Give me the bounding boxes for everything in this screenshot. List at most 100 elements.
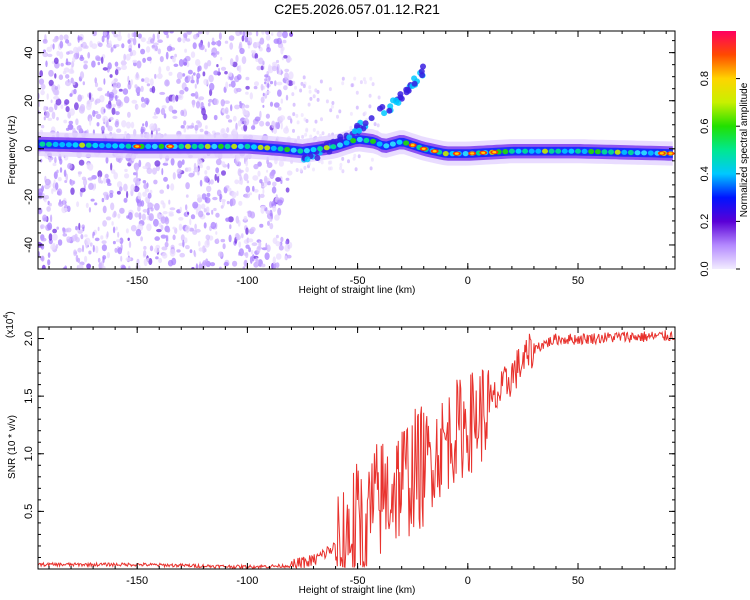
spectrum-speckle <box>163 31 169 36</box>
branch-mark <box>379 104 386 110</box>
spectrum-speckle <box>41 264 46 269</box>
spectrum-speckle <box>203 78 209 86</box>
ridge-mark <box>370 138 376 144</box>
spectrum-speckle <box>182 58 188 66</box>
spectrum-speckle <box>268 75 271 82</box>
spectrum-speckle <box>197 158 202 165</box>
spectrum-speckle <box>190 214 196 220</box>
ridge-mark <box>39 141 46 147</box>
spectrum-speckle <box>155 107 161 115</box>
spectrum-speckle <box>177 37 182 43</box>
spectrum-speckle <box>176 71 183 80</box>
spectrum-speckle <box>377 95 381 100</box>
spectrum-speckle <box>261 31 265 35</box>
spectrum-speckle <box>238 179 243 185</box>
spectrum-speckle <box>288 71 294 80</box>
spectrum-speckle <box>67 42 72 47</box>
spectrum-speckle <box>179 89 185 95</box>
ridge-mark <box>211 143 218 149</box>
spectrum-speckle <box>82 81 86 86</box>
spectrum-speckle <box>87 177 94 181</box>
spectrum-speckle <box>162 211 168 215</box>
spectrum-speckle <box>206 192 211 197</box>
spectrum-speckle <box>142 191 148 197</box>
spectrum-speckle <box>265 113 270 119</box>
spectrum-speckle <box>160 216 166 224</box>
ridge-mark <box>303 148 310 154</box>
spectrum-speckle <box>53 171 58 180</box>
spectrum-speckle <box>88 92 92 101</box>
spectrum-speckle <box>269 171 275 179</box>
top-y-ticks: -40 -20 0 20 40 <box>23 47 675 253</box>
top-y-tick-label: -40 <box>23 237 35 253</box>
spectrum-speckle <box>320 160 324 165</box>
spectrum-speckle <box>180 109 185 116</box>
spectrum-speckle <box>232 61 238 68</box>
spectrum-speckle <box>116 99 122 107</box>
spectrum-speckle <box>275 59 280 64</box>
ridge-mark <box>231 143 238 149</box>
bottom-x-tick-label: -150 <box>126 575 148 587</box>
spectrum-speckle <box>220 99 225 107</box>
spectrum-speckle <box>275 234 279 239</box>
spectrum-speckle <box>199 179 203 187</box>
spectrum-speckle <box>66 51 70 55</box>
spectrum-speckle <box>121 265 127 269</box>
spectrum-speckle <box>252 175 259 181</box>
spectrum-speckle <box>94 237 100 242</box>
ridge-mark <box>575 148 581 154</box>
spectrum-speckle <box>72 81 76 86</box>
spectrum-speckle <box>39 70 43 77</box>
spectrum-speckle <box>133 31 137 38</box>
bottom-x-tick-label: 50 <box>572 575 584 587</box>
spectrum-speckle <box>120 255 123 262</box>
spectrum-speckle <box>194 252 197 258</box>
spectrum-speckle <box>102 67 108 71</box>
spectrum-speckle <box>54 73 57 79</box>
spectrum-speckle <box>277 89 282 97</box>
spectrum-speckle <box>115 95 118 101</box>
spectrum-speckle <box>198 210 204 218</box>
spectrum-speckle <box>151 85 156 94</box>
spectrum-speckle <box>220 238 226 243</box>
spectrum-speckle <box>330 104 334 109</box>
spectrum-speckle <box>243 123 248 132</box>
spectrum-speckle <box>350 83 354 88</box>
spectrum-speckle <box>91 43 98 49</box>
spectrum-speckle <box>215 167 220 174</box>
spectrum-speckle <box>144 188 150 193</box>
spectrum-speckle <box>110 202 115 211</box>
spectrum-speckle <box>183 127 187 133</box>
ridge-mark <box>528 148 535 154</box>
ridge-mark <box>277 146 284 152</box>
ridge-mark <box>112 143 119 149</box>
spectrum-speckle <box>274 80 277 87</box>
spectrum-speckle <box>289 57 293 61</box>
spectrum-speckle <box>88 182 94 190</box>
spectrum-speckle <box>196 76 199 85</box>
spectrum-speckle <box>247 44 251 49</box>
spectrum-speckle <box>83 63 88 70</box>
spectrum-speckle <box>38 78 45 85</box>
spectrum-speckle <box>152 115 158 119</box>
spectrum-speckle <box>341 169 345 174</box>
spectrum-speckle <box>152 33 156 42</box>
spectrum-speckle <box>209 88 213 97</box>
spectrum-speckle <box>116 128 122 133</box>
spectrum-speckle <box>245 91 249 95</box>
spectrum-speckle <box>153 179 158 185</box>
spectrum-speckle <box>78 222 81 231</box>
spectrum-speckle <box>161 168 164 176</box>
spectrum-speckle <box>101 197 105 203</box>
spectrum-speckle <box>141 78 145 82</box>
spectrum-speckle <box>103 31 108 36</box>
ridge-mark <box>356 136 363 143</box>
spectrum-speckle <box>211 209 214 215</box>
spectrum-speckle <box>106 231 109 238</box>
spectrum-speckle <box>102 205 107 214</box>
spectrum-speckle <box>97 170 103 178</box>
spectrum-speckle <box>130 224 137 232</box>
spectrum-speckle <box>285 240 288 245</box>
spectrum-speckle <box>109 116 114 121</box>
spectrum-speckle <box>229 224 232 230</box>
